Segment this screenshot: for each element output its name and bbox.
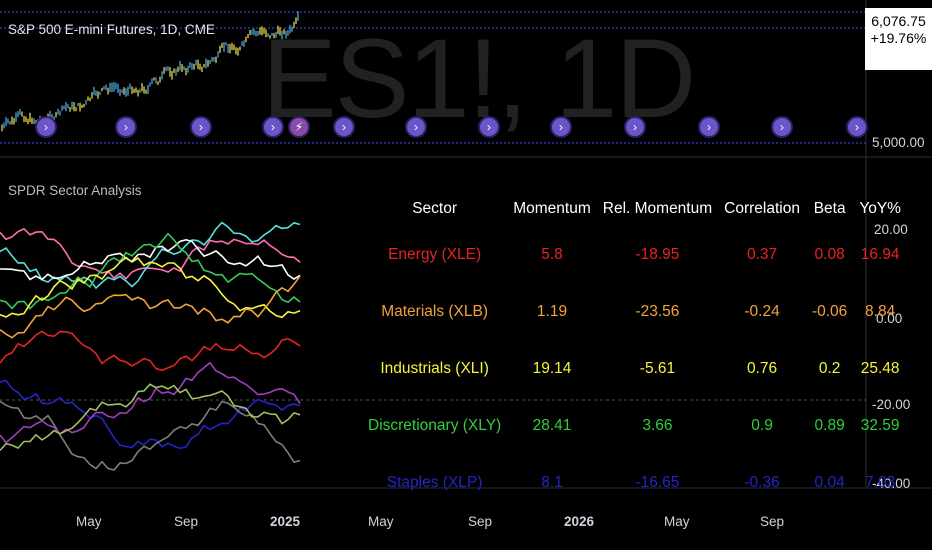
cell-yoy: 7.03	[865, 473, 896, 491]
header-beta: Beta	[813, 200, 846, 217]
table-row: Energy (XLE) 5.8 -18.95 0.37 0.08 16.94	[362, 226, 907, 283]
event-icon[interactable]: ›	[846, 116, 868, 138]
cell-beta: 0.04	[814, 473, 845, 491]
sector-line	[0, 383, 301, 451]
indicator-axis-label: -40.00	[872, 476, 911, 491]
sector-line	[0, 330, 301, 372]
sector-line	[0, 238, 301, 281]
time-axis-label: Sep	[760, 514, 785, 529]
sector-line	[0, 361, 301, 444]
event-icon[interactable]: ›	[771, 116, 793, 138]
cell-yoy: 25.48	[860, 359, 900, 377]
cell-rel-momentum: -5.61	[639, 359, 676, 377]
header-sector: Sector	[412, 200, 458, 217]
sector-line	[0, 379, 301, 450]
cell-momentum: 1.19	[536, 302, 568, 320]
cell-beta: 0.08	[814, 245, 845, 263]
event-icon[interactable]: ›	[698, 116, 720, 138]
indicator-title: SPDR Sector Analysis	[8, 183, 142, 198]
event-icon[interactable]: ›	[262, 116, 284, 138]
event-icon[interactable]: ›	[35, 116, 57, 138]
sector-table: Sector Momentum Rel. Momentum Correlatio…	[362, 192, 907, 511]
cell-beta: 0.2	[818, 359, 841, 377]
last-price-value: 6,076.75	[871, 13, 926, 29]
cell-sector: Staples (XLP)	[386, 473, 483, 491]
header-momentum: Momentum	[513, 200, 591, 217]
cell-correlation: -0.24	[744, 302, 780, 320]
event-icon[interactable]: ›	[190, 116, 212, 138]
indicator-axis-label: 20.00	[874, 222, 908, 237]
indicator-axis-label: -20.00	[872, 397, 911, 412]
time-axis-label: Sep	[468, 514, 493, 529]
sector-line	[0, 400, 301, 471]
sector-line	[0, 221, 301, 290]
event-icon[interactable]: ›	[115, 116, 137, 138]
time-axis-label: Sep	[174, 514, 199, 529]
cell-yoy: 32.59	[860, 416, 900, 434]
price-axis-label: 5,000.00	[872, 135, 925, 150]
cell-momentum: 19.14	[532, 359, 572, 377]
indicator-axis-label: 0.00	[876, 311, 903, 326]
sector-line	[0, 232, 301, 310]
header-correlation: Correlation	[724, 200, 800, 217]
cell-correlation: 0.76	[746, 359, 778, 377]
table-row: Discretionary (XLY) 28.41 3.66 0.9 0.89 32.59	[362, 397, 907, 454]
time-axis-label: May	[664, 514, 690, 529]
event-icon[interactable]: ›	[624, 116, 646, 138]
cell-momentum: 28.41	[532, 416, 572, 434]
cell-yoy: 8.84	[865, 302, 896, 320]
cell-beta: 0.89	[814, 416, 845, 434]
event-icon[interactable]: ›	[405, 116, 427, 138]
header-rel-momentum: Rel. Momentum	[602, 200, 713, 217]
sector-line	[0, 256, 301, 319]
cell-rel-momentum: -23.56	[635, 302, 680, 320]
symbol-title: S&P 500 E-mini Futures, 1D, CME	[8, 22, 215, 37]
table-row: Materials (XLB) 1.19 -23.56 -0.24 -0.06 8.84	[362, 283, 907, 340]
cell-rel-momentum: 3.66	[642, 416, 673, 434]
event-icon[interactable]: ›	[550, 116, 572, 138]
time-axis-label: May	[76, 514, 102, 529]
event-icon[interactable]: ›	[333, 116, 355, 138]
table-row: Industrials (XLI) 19.14 -5.61 0.76 0.2 25.48	[362, 340, 907, 397]
cell-sector: Industrials (XLI)	[380, 359, 489, 377]
dividend-event-icon[interactable]: ⚡	[288, 116, 310, 138]
table-row: Staples (XLP) 8.1 -16.65 -0.36 0.04 7.03	[362, 454, 907, 511]
time-axis-label: 2025	[270, 514, 301, 529]
price-change-value: +19.76%	[870, 30, 927, 46]
time-axis-label: May	[368, 514, 394, 529]
cell-rel-momentum: -16.65	[635, 473, 680, 491]
cell-sector: Materials (XLB)	[381, 302, 489, 320]
header-yoy: YoY%	[859, 200, 901, 217]
cell-correlation: -0.36	[744, 473, 780, 491]
cell-correlation: 0.9	[751, 416, 773, 434]
last-price-label: 6,076.75 +19.76%	[865, 8, 932, 70]
time-axis-label: 2026	[564, 514, 595, 529]
cell-correlation: 0.37	[746, 245, 778, 263]
cell-sector: Discretionary (XLY)	[368, 416, 502, 434]
cell-beta: -0.06	[811, 302, 848, 320]
cell-rel-momentum: -18.95	[635, 245, 680, 263]
sector-table-header: Sector Momentum Rel. Momentum Correlatio…	[362, 192, 907, 226]
cell-sector: Energy (XLE)	[388, 245, 482, 263]
sector-line	[0, 275, 301, 339]
sector-lines	[0, 221, 301, 471]
event-icon[interactable]: ›	[478, 116, 500, 138]
cell-momentum: 8.1	[541, 473, 563, 491]
sector-line	[0, 227, 301, 280]
cell-momentum: 5.8	[541, 245, 563, 263]
price-bars	[1, 11, 299, 132]
cell-yoy: 16.94	[860, 245, 900, 263]
